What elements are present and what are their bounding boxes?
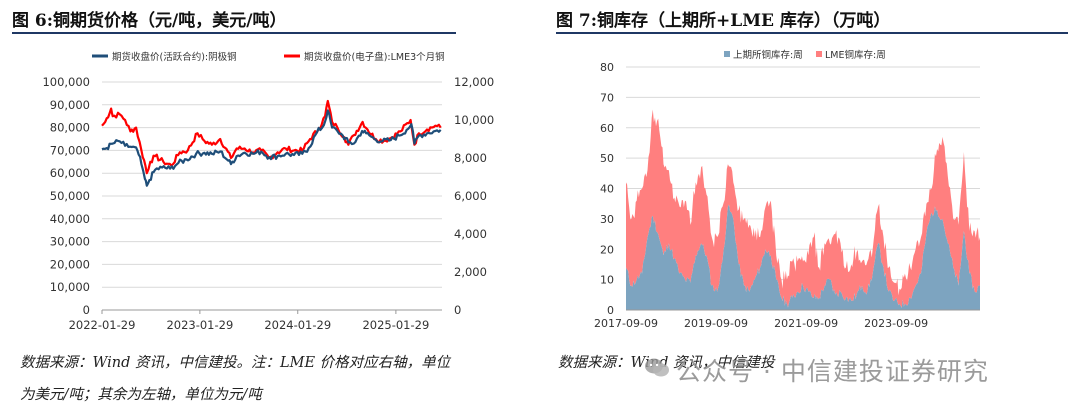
x-tick-label: 2023-09-09	[864, 317, 928, 330]
x-tick-label: 2022-01-29	[69, 318, 136, 332]
chart1-note-line-1: 数据来源：Wind 资讯，中信建投。注：LME 价格对应右轴，单位	[20, 355, 451, 371]
area-shfe-inventory	[626, 204, 980, 310]
x-tick-label: 2019-09-09	[684, 317, 748, 330]
chart1-title: 图 6:铜期货价格（元/吨，美元/吨）	[12, 11, 287, 31]
wechat-logo-icon	[645, 358, 669, 377]
legend-label: 期货收盘价(电子盘):LME3个月铜	[304, 51, 445, 63]
y-left-tick-label: 40,000	[50, 212, 90, 226]
y-left-tick-label: 90,000	[50, 98, 90, 112]
chart2-title-rule	[556, 32, 1068, 34]
series-line-lme-copper	[101, 99, 442, 175]
plot-area	[102, 72, 442, 310]
y-right-tick-label: 10,000	[454, 113, 494, 127]
copper-inventory-chart: 0 10 20 30 40 50 60 70 80 2017-09-09 2019-09-09 202…	[594, 49, 980, 330]
y-left-tick-label: 80,000	[50, 121, 90, 135]
series-line-shfe-copper	[101, 109, 442, 187]
copper-futures-price-chart: 0 10,000 20,000 30,000 40,000 50,000 60,000 70,…	[42, 51, 494, 332]
x-tick-label: 2021-09-09	[774, 317, 838, 330]
y-tick-label: 80	[600, 61, 614, 74]
y-right-tick-label: 12,000	[454, 75, 494, 89]
legend-label: 上期所铜库存:周	[733, 49, 803, 61]
x-tick-label: 2023-01-29	[166, 318, 233, 332]
y-right-tick-label: 0	[454, 303, 461, 317]
legend-label: LME铜库存:周	[825, 49, 886, 61]
y-tick-label: 30	[600, 213, 614, 226]
y-left-tick-label: 50,000	[50, 189, 90, 203]
legend-label: 期货收盘价(活跃合约):阴极铜	[112, 51, 237, 63]
y-left-tick-label: 0	[83, 303, 90, 317]
chart1-note-line-2: 为美元/吨；其余为左轴，单位为元/吨	[20, 387, 262, 403]
y-tick-label: 40	[600, 183, 614, 196]
y-left-tick-label: 30,000	[50, 235, 90, 249]
chart1-title-rule	[12, 32, 456, 34]
y-tick-label: 10	[600, 274, 614, 287]
chart2-note: 数据来源：Wind 资讯，中信建投	[558, 355, 775, 371]
x-tick-label: 2025-01-29	[362, 318, 429, 332]
y-left-tick-label: 100,000	[42, 75, 90, 89]
x-tick-label: 2017-09-09	[594, 317, 658, 330]
y-tick-label: 70	[600, 91, 614, 104]
chart2-title: 图 7:铜库存（上期所+LME 库存）（万吨）	[556, 11, 891, 31]
legend-swatch	[816, 51, 822, 57]
y-tick-label: 60	[600, 122, 614, 135]
y-left-tick-label: 60,000	[50, 166, 90, 180]
y-left-tick-label: 70,000	[50, 143, 90, 157]
y-right-tick-label: 2,000	[454, 265, 487, 279]
y-tick-label: 20	[600, 243, 614, 256]
y-tick-label: 50	[600, 152, 614, 165]
watermark-text: 公众号 · 中信建投证券研究	[676, 357, 989, 386]
y-right-tick-label: 6,000	[454, 189, 487, 203]
legend-swatch	[724, 51, 730, 57]
y-right-tick-label: 4,000	[454, 227, 487, 241]
y-right-tick-label: 8,000	[454, 151, 487, 165]
y-left-tick-label: 10,000	[50, 280, 90, 294]
x-tick-label: 2024-01-29	[264, 318, 331, 332]
area-lme-inventory	[626, 109, 980, 308]
y-tick-label: 0	[607, 304, 614, 317]
y-left-tick-label: 20,000	[50, 257, 90, 271]
